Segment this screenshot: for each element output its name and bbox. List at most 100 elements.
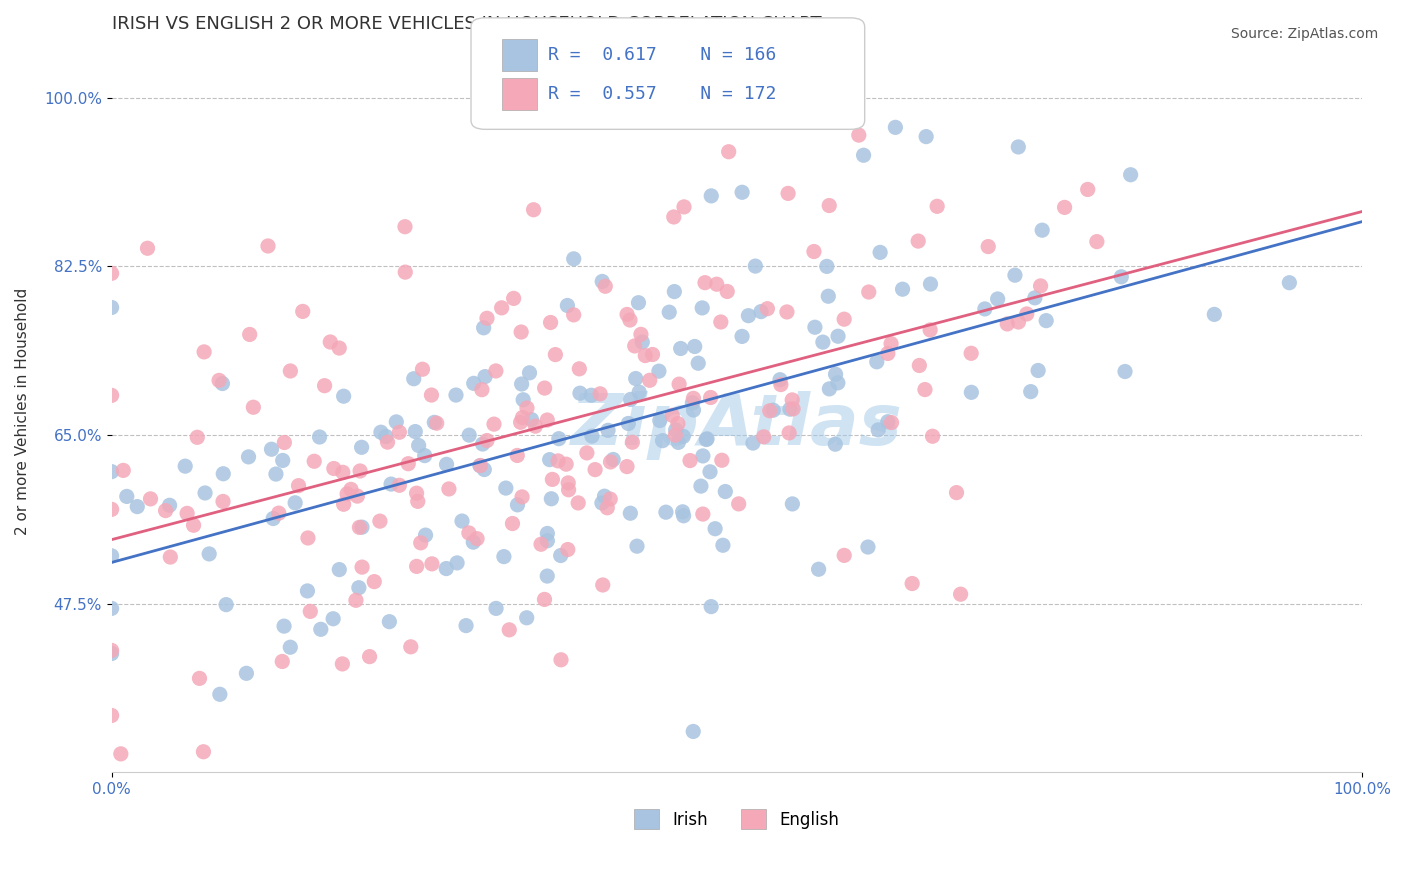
- Point: [336, 487, 359, 501]
- Point: [679, 453, 702, 467]
- Point: [780, 392, 803, 407]
- Point: [524, 419, 547, 434]
- Point: [409, 536, 432, 550]
- Point: [695, 433, 717, 447]
- Point: [672, 429, 695, 443]
- Point: [807, 562, 830, 576]
- Point: [436, 458, 458, 472]
- Point: [620, 392, 643, 407]
- Point: [832, 549, 855, 563]
- Point: [706, 277, 728, 292]
- Point: [832, 312, 855, 326]
- Point: [692, 507, 714, 521]
- Point: [769, 377, 792, 392]
- Point: [557, 542, 579, 557]
- Point: [568, 386, 591, 401]
- Point: [463, 376, 485, 391]
- Point: [100, 465, 122, 479]
- Point: [544, 348, 567, 362]
- Point: [682, 724, 704, 739]
- Point: [817, 289, 839, 303]
- Point: [446, 556, 468, 570]
- Point: [778, 425, 800, 440]
- Point: [557, 298, 579, 312]
- Point: [271, 655, 294, 669]
- Point: [661, 409, 683, 423]
- Point: [634, 349, 657, 363]
- Point: [672, 508, 695, 523]
- Point: [1026, 363, 1049, 377]
- Point: [1031, 223, 1053, 237]
- Point: [987, 292, 1010, 306]
- Point: [1114, 364, 1136, 378]
- Point: [264, 467, 287, 481]
- Point: [363, 574, 385, 589]
- Point: [710, 315, 733, 329]
- Point: [1204, 307, 1226, 321]
- Point: [408, 438, 430, 452]
- Point: [115, 490, 138, 504]
- Point: [322, 461, 344, 475]
- Point: [394, 265, 416, 279]
- Point: [557, 475, 579, 490]
- Point: [468, 458, 491, 473]
- Point: [662, 210, 685, 224]
- Point: [332, 657, 354, 671]
- Point: [194, 486, 217, 500]
- Point: [901, 576, 924, 591]
- Point: [434, 561, 457, 575]
- Point: [340, 483, 363, 497]
- Point: [593, 489, 616, 503]
- Point: [211, 376, 233, 391]
- Point: [349, 520, 371, 534]
- Point: [465, 532, 488, 546]
- Point: [375, 429, 398, 443]
- Point: [510, 490, 533, 504]
- Point: [811, 335, 834, 350]
- Point: [782, 401, 804, 416]
- Point: [731, 186, 754, 200]
- Point: [404, 425, 426, 439]
- Point: [444, 388, 467, 402]
- Point: [628, 385, 651, 400]
- Point: [451, 514, 474, 528]
- Y-axis label: 2 or more Vehicles in Household: 2 or more Vehicles in Household: [15, 287, 30, 534]
- Point: [437, 482, 460, 496]
- Point: [665, 423, 688, 437]
- Point: [536, 526, 558, 541]
- Point: [100, 549, 122, 563]
- Point: [308, 430, 330, 444]
- Point: [512, 392, 534, 407]
- Point: [693, 276, 716, 290]
- Point: [457, 525, 479, 540]
- Point: [711, 538, 734, 552]
- Point: [139, 491, 162, 506]
- Point: [920, 277, 942, 291]
- Point: [699, 391, 721, 405]
- Point: [502, 292, 524, 306]
- Point: [280, 364, 302, 378]
- Point: [884, 120, 907, 135]
- Point: [581, 429, 603, 443]
- Point: [470, 458, 492, 473]
- Point: [824, 368, 846, 382]
- Point: [700, 189, 723, 203]
- Point: [193, 344, 215, 359]
- Point: [215, 598, 238, 612]
- Point: [349, 464, 371, 478]
- Point: [696, 432, 718, 446]
- Point: [627, 295, 650, 310]
- Point: [648, 364, 671, 378]
- Point: [110, 747, 132, 761]
- Point: [690, 479, 713, 493]
- Point: [648, 413, 671, 427]
- Point: [591, 275, 613, 289]
- Point: [818, 198, 841, 212]
- Point: [474, 369, 496, 384]
- Point: [291, 304, 314, 318]
- Point: [599, 455, 621, 469]
- Point: [668, 377, 690, 392]
- Point: [1085, 235, 1108, 249]
- Point: [1053, 200, 1076, 214]
- Point: [159, 549, 181, 564]
